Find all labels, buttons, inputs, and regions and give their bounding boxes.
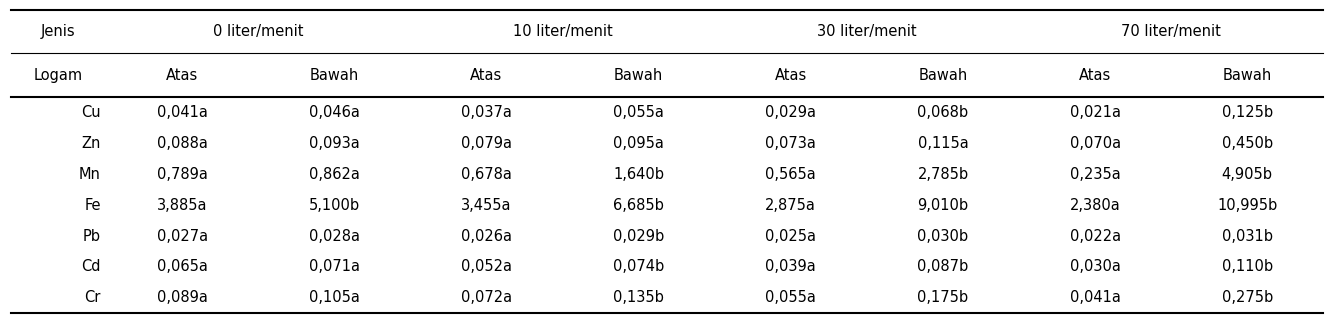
Text: 0,022a: 0,022a [1070, 228, 1120, 244]
Text: 0,135b: 0,135b [613, 290, 664, 305]
Text: 70 liter/menit: 70 liter/menit [1122, 24, 1221, 39]
Text: 30 liter/menit: 30 liter/menit [817, 24, 916, 39]
Text: 0,093a: 0,093a [309, 136, 359, 151]
Text: 0,052a: 0,052a [461, 259, 512, 275]
Text: 0,110b: 0,110b [1221, 259, 1273, 275]
Text: 0,070a: 0,070a [1070, 136, 1120, 151]
Text: 0,028a: 0,028a [309, 228, 359, 244]
Text: 0,105a: 0,105a [309, 290, 359, 305]
Text: Bawah: Bawah [1223, 68, 1272, 83]
Text: 0,235a: 0,235a [1070, 167, 1120, 182]
Text: 0,073a: 0,073a [765, 136, 817, 151]
Text: 0,021a: 0,021a [1070, 105, 1120, 120]
Text: 0,095a: 0,095a [613, 136, 664, 151]
Text: 3,885a: 3,885a [156, 198, 207, 213]
Text: 5,100b: 5,100b [309, 198, 359, 213]
Text: 0,041a: 0,041a [1070, 290, 1120, 305]
Text: 0,031b: 0,031b [1221, 228, 1273, 244]
Text: 0,055a: 0,055a [613, 105, 664, 120]
Text: 0,065a: 0,065a [156, 259, 208, 275]
Text: 0,030a: 0,030a [1070, 259, 1120, 275]
Text: Cd: Cd [81, 259, 101, 275]
Text: 0,862a: 0,862a [309, 167, 359, 182]
Text: Logam: Logam [33, 68, 84, 83]
Text: 10 liter/menit: 10 liter/menit [513, 24, 613, 39]
Text: 0,037a: 0,037a [461, 105, 512, 120]
Text: 2,380a: 2,380a [1070, 198, 1120, 213]
Text: Atas: Atas [471, 68, 503, 83]
Text: 0,175b: 0,175b [918, 290, 968, 305]
Text: Zn: Zn [81, 136, 101, 151]
Text: 0,046a: 0,046a [309, 105, 359, 120]
Text: Cu: Cu [81, 105, 101, 120]
Text: 1,640b: 1,640b [613, 167, 664, 182]
Text: 0,275b: 0,275b [1221, 290, 1273, 305]
Text: 0,030b: 0,030b [918, 228, 968, 244]
Text: Mn: Mn [80, 167, 101, 182]
Text: 0,088a: 0,088a [156, 136, 208, 151]
Text: Atas: Atas [1079, 68, 1111, 83]
Text: Bawah: Bawah [919, 68, 968, 83]
Text: 10,995b: 10,995b [1217, 198, 1277, 213]
Text: 0,678a: 0,678a [461, 167, 512, 182]
Text: Atas: Atas [166, 68, 199, 83]
Text: 2,785b: 2,785b [918, 167, 968, 182]
Text: 0,027a: 0,027a [156, 228, 208, 244]
Text: Jenis: Jenis [41, 24, 76, 39]
Text: Cr: Cr [85, 290, 101, 305]
Text: 9,010b: 9,010b [918, 198, 968, 213]
Text: Bawah: Bawah [614, 68, 663, 83]
Text: 0,115a: 0,115a [918, 136, 968, 151]
Text: 0,029b: 0,029b [613, 228, 664, 244]
Text: 4,905b: 4,905b [1221, 167, 1273, 182]
Text: 0,565a: 0,565a [765, 167, 817, 182]
Text: 0,450b: 0,450b [1221, 136, 1273, 151]
Text: 0,089a: 0,089a [156, 290, 208, 305]
Text: 0,071a: 0,071a [309, 259, 359, 275]
Text: 2,875a: 2,875a [765, 198, 817, 213]
Text: 0,072a: 0,072a [461, 290, 512, 305]
Text: 0,068b: 0,068b [918, 105, 968, 120]
Text: Atas: Atas [774, 68, 808, 83]
Text: 0,055a: 0,055a [765, 290, 817, 305]
Text: Fe: Fe [85, 198, 101, 213]
Text: Pb: Pb [82, 228, 101, 244]
Text: 6,685b: 6,685b [613, 198, 664, 213]
Text: 0,029a: 0,029a [765, 105, 817, 120]
Text: 0,041a: 0,041a [156, 105, 208, 120]
Text: 0,087b: 0,087b [918, 259, 968, 275]
Text: 0,789a: 0,789a [156, 167, 208, 182]
Text: 3,455a: 3,455a [461, 198, 512, 213]
Text: 0,079a: 0,079a [461, 136, 512, 151]
Text: Bawah: Bawah [310, 68, 359, 83]
Text: 0,026a: 0,026a [461, 228, 512, 244]
Text: 0,025a: 0,025a [765, 228, 817, 244]
Text: 0 liter/menit: 0 liter/menit [213, 24, 304, 39]
Text: 0,074b: 0,074b [613, 259, 664, 275]
Text: 0,039a: 0,039a [765, 259, 817, 275]
Text: 0,125b: 0,125b [1221, 105, 1273, 120]
